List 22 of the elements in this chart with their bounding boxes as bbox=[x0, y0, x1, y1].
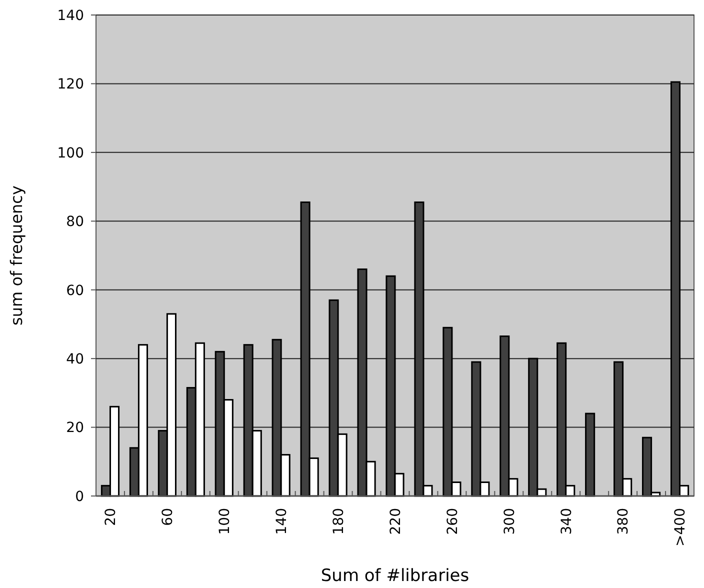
x-tick-label: 20 bbox=[103, 508, 120, 526]
x-tick-label: 140 bbox=[274, 508, 290, 535]
x-tick-label: 380 bbox=[616, 508, 632, 535]
y-tick-label: 60 bbox=[66, 282, 84, 299]
y-axis-title: sum of frequency bbox=[7, 186, 26, 326]
y-tick-label: 140 bbox=[57, 8, 84, 24]
x-tick-label: 260 bbox=[444, 508, 461, 535]
bar bbox=[585, 412, 596, 497]
x-tick-label: 100 bbox=[217, 508, 234, 535]
y-tick-label: 100 bbox=[57, 145, 84, 162]
y-tick-label: 0 bbox=[75, 488, 84, 505]
y-tick-label: 80 bbox=[66, 214, 84, 230]
y-tick-label: 20 bbox=[66, 420, 84, 436]
x-tick-label: >400 bbox=[672, 508, 689, 546]
x-tick-label: 300 bbox=[502, 508, 518, 535]
x-tick-label: 340 bbox=[558, 508, 575, 535]
y-tick-label: 40 bbox=[66, 351, 84, 368]
x-tick-label: 180 bbox=[330, 508, 347, 535]
x-axis-title: Sum of #libraries bbox=[320, 566, 470, 586]
x-tick-label: 60 bbox=[160, 508, 176, 526]
x-tick-label: 220 bbox=[388, 508, 404, 535]
y-tick-label: 120 bbox=[57, 76, 84, 93]
